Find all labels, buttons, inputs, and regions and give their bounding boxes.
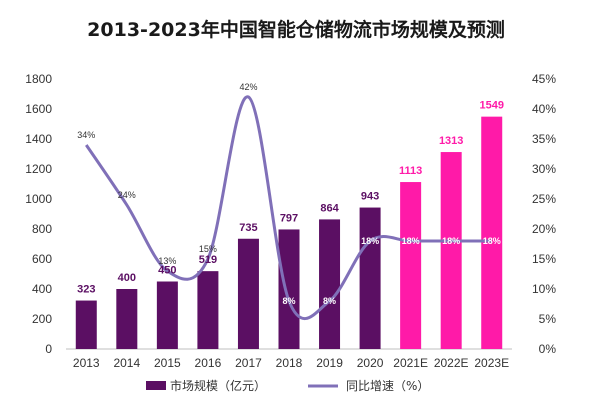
growth-value-label: 18% <box>402 236 420 246</box>
y-left-tick: 200 <box>32 312 52 326</box>
growth-value-label: 18% <box>361 236 379 246</box>
y-left-tick: 1800 <box>25 72 52 86</box>
bar <box>278 229 300 349</box>
y-right-tick: 40% <box>532 102 556 116</box>
bar-value-label: 864 <box>320 202 339 214</box>
x-tick: 2015 <box>154 356 181 370</box>
chart-title: 2013-2023年中国智能仓储物流市场规模及预测 <box>87 18 505 41</box>
y-right-tick: 15% <box>532 252 556 266</box>
growth-line-path <box>85 95 492 320</box>
bar-value-label: 943 <box>361 191 379 203</box>
x-tick: 2020 <box>357 356 384 370</box>
growth-value-label: 13% <box>158 256 176 266</box>
growth-value-label: 42% <box>239 82 257 92</box>
legend-bar-swatch <box>146 381 166 390</box>
y-right-tick: 30% <box>532 162 556 176</box>
y-left-tick: 1000 <box>25 192 52 206</box>
growth-value-label: 24% <box>118 190 136 200</box>
bar <box>400 182 422 349</box>
bar-value-label: 1313 <box>439 135 463 147</box>
growth-value-label: 18% <box>442 236 460 246</box>
y-right-tick: 10% <box>532 282 556 296</box>
x-tick: 2022E <box>434 356 469 370</box>
data-labels: 323 400 450 519 735 797 864 943 1113 1313 1549 34% 2… <box>77 82 504 306</box>
y-right-tick: 5% <box>539 312 557 326</box>
bar-value-label: 797 <box>280 212 298 224</box>
bar-value-label: 519 <box>199 254 217 266</box>
y-left-tick: 0 <box>45 342 52 356</box>
x-tick: 2016 <box>195 356 222 370</box>
bar <box>237 238 259 349</box>
x-tick: 2014 <box>113 356 140 370</box>
y-right-tick: 0% <box>539 342 557 356</box>
bar-value-label: 1113 <box>399 165 422 177</box>
bar <box>156 281 178 349</box>
x-tick: 2021E <box>393 356 428 370</box>
bar <box>481 116 503 350</box>
legend-line-label: 同比增速（%） <box>346 379 429 393</box>
y-right-tick: 45% <box>532 72 556 86</box>
x-tick: 2013 <box>73 356 100 370</box>
y-left-tick: 800 <box>32 222 52 236</box>
y-left-tick: 1200 <box>25 162 52 176</box>
bar-value-label: 323 <box>77 284 95 296</box>
y-right-tick: 20% <box>532 222 556 236</box>
y-right-tick: 25% <box>532 192 556 206</box>
bar <box>75 300 97 349</box>
legend-bar-label: 市场规模（亿元） <box>170 378 266 393</box>
bar-value-label: 450 <box>158 265 176 277</box>
growth-value-label: 34% <box>77 130 95 140</box>
bar-value-label: 1549 <box>479 100 503 112</box>
y-left-tick: 600 <box>32 252 52 266</box>
bar <box>197 271 219 349</box>
bar <box>116 289 138 349</box>
x-tick: 2018 <box>276 356 303 370</box>
bars <box>75 116 503 350</box>
y-left-tick: 1400 <box>25 132 52 146</box>
y-right-tick: 35% <box>532 132 556 146</box>
bar <box>359 207 381 349</box>
axes: 0 200 400 600 800 1000 1200 1400 1600 1800 0% 5% 10%… <box>25 72 556 370</box>
growth-value-label: 15% <box>199 244 217 254</box>
x-tick: 2017 <box>235 356 262 370</box>
y-left-tick: 1600 <box>25 102 52 116</box>
growth-value-label: 8% <box>282 296 295 306</box>
growth-line <box>85 95 492 320</box>
x-tick: 2023E <box>474 356 509 370</box>
legend: 市场规模（亿元） 同比增速（%） <box>146 378 429 393</box>
bar <box>319 219 341 349</box>
x-tick: 2019 <box>316 356 343 370</box>
bar-value-label: 735 <box>239 222 257 234</box>
growth-value-label: 8% <box>323 296 336 306</box>
y-left-tick: 400 <box>32 282 52 296</box>
bar <box>440 152 462 349</box>
growth-value-label: 18% <box>483 236 501 246</box>
bar-value-label: 400 <box>118 272 136 284</box>
